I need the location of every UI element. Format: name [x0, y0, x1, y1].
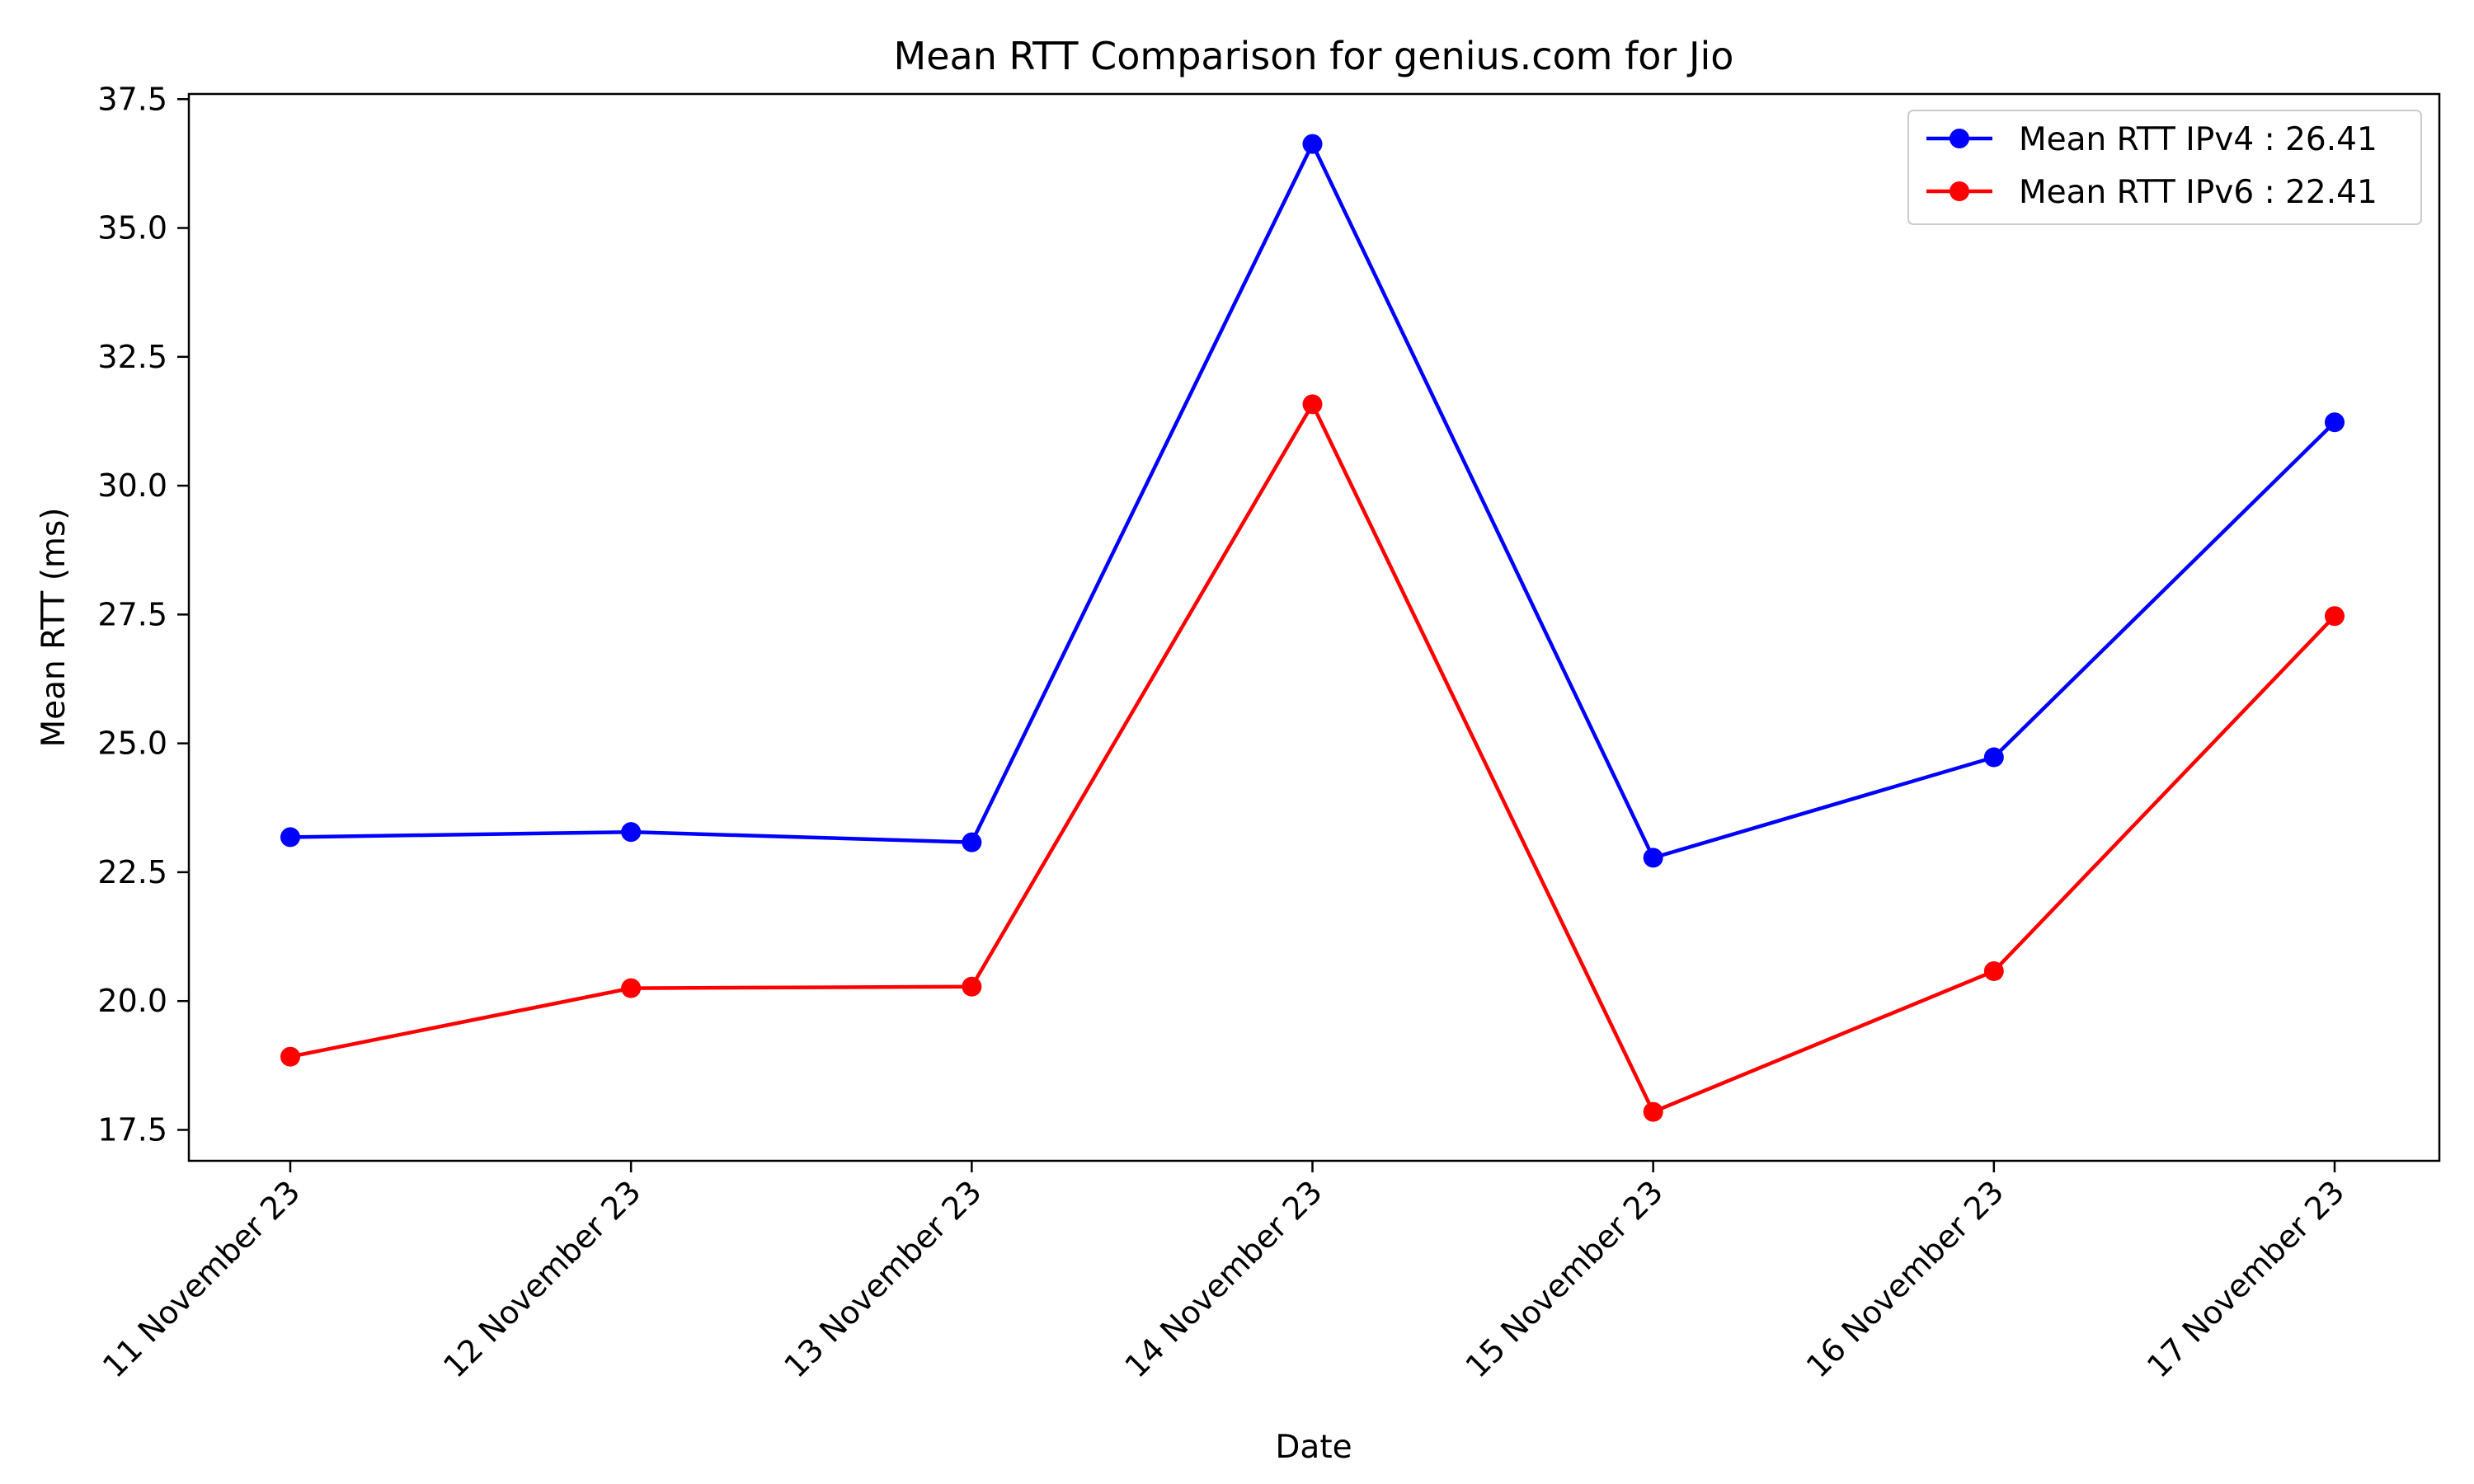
legend-box [1907, 110, 2422, 225]
x-tick-label: 11 November 23 [96, 1173, 307, 1384]
y-axis-ticks: 17.5 20.0 22.5 25.0 27.5 30.0 32.5 35.0 37.5 [97, 81, 189, 1148]
y-axis-label: Mean RTT (ms) [35, 507, 73, 747]
y-tick-label: 30.0 [97, 467, 167, 504]
series-layer [280, 134, 2345, 1122]
series-line-2 [289, 402, 2336, 1114]
data-point [1643, 848, 1663, 868]
data-point [2325, 412, 2345, 433]
y-tick-label: 37.5 [97, 81, 167, 117]
x-tick-label: 14 November 23 [1118, 1173, 1329, 1384]
y-tick-label: 20.0 [97, 983, 167, 1019]
y-tick-label: 27.5 [97, 596, 167, 632]
x-axis-label: Date [1275, 1429, 1352, 1466]
legend-entries: Mean RTT IPv4 : 26.41 Mean RTT IPv6 : 22.… [1926, 121, 2378, 211]
x-tick-label: 12 November 23 [436, 1173, 647, 1384]
legend-swatch-marker [1950, 181, 1969, 201]
y-tick-label: 17.5 [97, 1111, 167, 1148]
data-point [1302, 394, 1323, 415]
y-tick-label: 22.5 [97, 854, 167, 890]
y-tick-label: 35.0 [97, 210, 167, 247]
data-point [1643, 1101, 1663, 1122]
y-tick-label: 32.5 [97, 339, 167, 375]
data-point [1983, 747, 2004, 768]
x-tick-label: 13 November 23 [777, 1173, 988, 1384]
x-axis-ticks: 11 November 23 12 November 23 13 November … [96, 1161, 2351, 1385]
series-line-1 [289, 142, 2336, 860]
data-point [621, 978, 642, 998]
axes-frame [187, 92, 2441, 1162]
data-point [621, 822, 642, 843]
data-point [1983, 960, 2004, 981]
legend-swatch-marker [1950, 129, 1969, 148]
data-point [280, 1046, 300, 1067]
legend: Mean RTT IPv4 : 26.41 Mean RTT IPv6 : 22.… [1907, 110, 2422, 225]
chart-title: Mean RTT Comparison for genius.com for J… [894, 34, 1734, 78]
legend-label: Mean RTT IPv6 : 22.41 [2019, 174, 2378, 211]
data-point [2325, 606, 2345, 627]
x-tick-label: 17 November 23 [2140, 1173, 2351, 1384]
y-tick-label: 25.0 [97, 726, 167, 762]
x-tick-label: 15 November 23 [1459, 1173, 1670, 1384]
data-point [962, 976, 982, 997]
legend-label: Mean RTT IPv4 : 26.41 [2019, 121, 2378, 158]
x-tick-label: 16 November 23 [1799, 1173, 2011, 1384]
data-point [962, 832, 982, 852]
data-point [280, 827, 300, 848]
data-point [1302, 134, 1323, 154]
